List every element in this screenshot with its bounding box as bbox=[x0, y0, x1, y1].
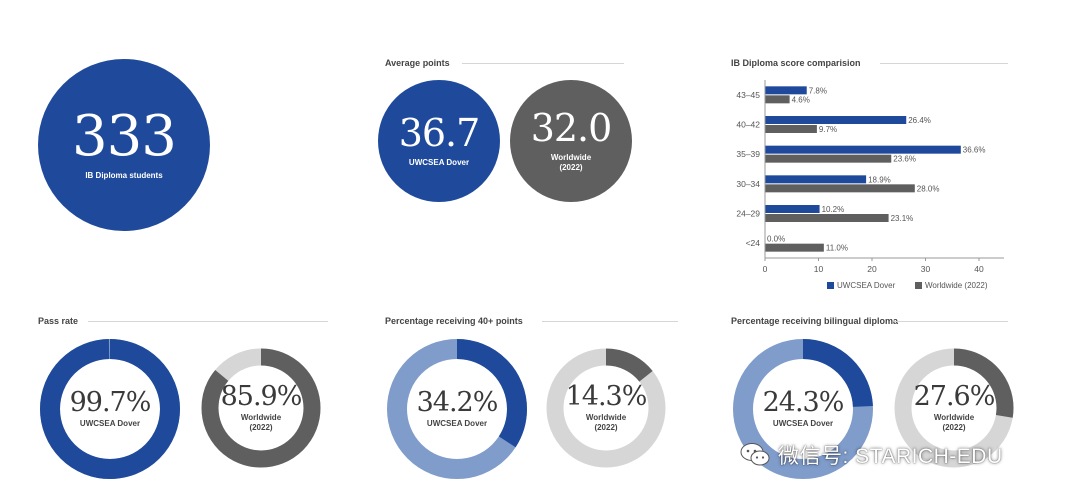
data-label: 23.6% bbox=[893, 155, 916, 164]
bilingual-world-label-1: Worldwide bbox=[933, 413, 975, 422]
bar-dover bbox=[765, 86, 807, 95]
average-world-label-2: (2022) bbox=[559, 163, 583, 172]
category-label: 30–34 bbox=[736, 179, 760, 189]
pass-world-label-2: (2022) bbox=[249, 423, 273, 432]
average-dover-circle: 36.7 UWCSEA Dover bbox=[378, 80, 500, 202]
legend-swatch-worldwide bbox=[915, 282, 922, 289]
data-label: 4.6% bbox=[792, 95, 810, 104]
wechat-logo-icon bbox=[740, 443, 770, 466]
x-tick-label: 10 bbox=[814, 264, 824, 274]
forty-plus-rule bbox=[542, 321, 678, 322]
legend-label: Worldwide (2022) bbox=[925, 281, 988, 290]
forty-world-ring-graphic bbox=[546, 348, 666, 468]
bilingual-title: Percentage receiving bilingual diploma bbox=[731, 316, 899, 326]
bilingual-world-value: 27.6% bbox=[913, 381, 996, 412]
forty-world-label-2: (2022) bbox=[594, 423, 618, 432]
average-points-rule bbox=[462, 63, 624, 64]
pass-dover-value: 99.7% bbox=[69, 387, 152, 418]
bar-dover bbox=[765, 116, 907, 124]
category-label: 43–45 bbox=[736, 90, 760, 100]
bar-worldwide bbox=[765, 214, 889, 222]
bilingual-dover-ring: 24.3% UWCSEA Dover bbox=[731, 337, 875, 481]
average-points-title: Average points bbox=[385, 58, 450, 68]
bar-dover bbox=[765, 175, 867, 184]
ring-arc bbox=[387, 339, 527, 479]
pass-world-value: 85.9% bbox=[220, 381, 303, 412]
forty-plus-title: Percentage receiving 40+ points bbox=[385, 316, 523, 326]
x-tick-label: 40 bbox=[974, 264, 984, 274]
ring-arc bbox=[546, 348, 666, 468]
forty-world-label-1: Worldwide bbox=[585, 413, 627, 422]
watermark-text: 微信号: STARICH-EDU bbox=[778, 445, 1003, 468]
forty-dover-ring-graphic bbox=[387, 339, 527, 479]
average-dover-label: UWCSEA Dover bbox=[408, 158, 470, 167]
students-circle: 333 IB Diploma students bbox=[38, 59, 210, 231]
legend-label: UWCSEA Dover bbox=[837, 281, 896, 290]
average-world-value: 32.0 bbox=[530, 106, 613, 150]
pass-world-label-1: Worldwide bbox=[240, 413, 282, 422]
x-tick-label: 0 bbox=[763, 264, 768, 274]
chart-title-rule bbox=[880, 63, 1008, 64]
bilingual-dover-label: UWCSEA Dover bbox=[772, 419, 834, 428]
legend-swatch-dover bbox=[827, 282, 834, 289]
chart-title: IB Diploma score comparision bbox=[731, 58, 861, 68]
pass-dover-label: UWCSEA Dover bbox=[79, 419, 141, 428]
bar-worldwide bbox=[765, 95, 790, 104]
category-label: 24–29 bbox=[736, 209, 760, 219]
bar-dover bbox=[765, 145, 961, 154]
pass-world-ring-graphic bbox=[201, 348, 321, 468]
category-label: 35–39 bbox=[736, 149, 760, 159]
score-comparison-chart: 43–45 7.8%4.6% 40–42 26.4% 9.7% 35–39 36.6% 23.… bbox=[736, 80, 1004, 290]
pass-world-ring: 85.9% Worldwide (2022) bbox=[200, 347, 322, 469]
bilingual-world-label-2: (2022) bbox=[942, 423, 966, 432]
bilingual-dover-value: 24.3% bbox=[762, 387, 845, 418]
data-label: 10.2% bbox=[822, 205, 845, 214]
data-label: 26.4% bbox=[908, 116, 931, 125]
average-dover-value: 36.7 bbox=[398, 111, 481, 155]
data-label: 7.8% bbox=[809, 86, 827, 95]
ring-arc bbox=[40, 339, 180, 479]
bilingual-dover-ring-graphic bbox=[733, 339, 873, 479]
bar-worldwide bbox=[765, 154, 892, 163]
category-label: <24 bbox=[746, 238, 761, 248]
pass-rate-rule bbox=[88, 321, 328, 322]
data-label: 0.0% bbox=[767, 235, 785, 244]
ring-arc bbox=[201, 348, 321, 468]
students-label: IB Diploma students bbox=[85, 171, 163, 180]
ring-arc bbox=[733, 339, 873, 479]
bar-worldwide bbox=[765, 243, 824, 252]
bar-worldwide bbox=[765, 184, 915, 193]
data-label: 11.0% bbox=[826, 244, 848, 253]
pass-rate-title: Pass rate bbox=[38, 316, 79, 326]
bilingual-world-ring: 27.6% Worldwide (2022) bbox=[893, 347, 1015, 469]
students-value: 333 bbox=[72, 104, 177, 169]
data-label: 36.6% bbox=[963, 146, 986, 155]
bilingual-world-ring-graphic bbox=[894, 348, 1014, 468]
forty-dover-ring: 34.2% UWCSEA Dover bbox=[385, 337, 529, 481]
pass-dover-ring-graphic bbox=[40, 339, 180, 479]
x-tick-label: 30 bbox=[921, 264, 931, 274]
pass-dover-ring: 99.7% UWCSEA Dover bbox=[38, 337, 182, 481]
data-label: 9.7% bbox=[819, 125, 837, 134]
bar-worldwide bbox=[765, 125, 817, 133]
bar-dover bbox=[765, 205, 820, 213]
forty-dover-label: UWCSEA Dover bbox=[426, 419, 488, 428]
average-world-circle: 32.0 Worldwide (2022) bbox=[510, 80, 632, 202]
forty-world-ring: 14.3% Worldwide (2022) bbox=[545, 347, 667, 469]
bilingual-rule bbox=[894, 321, 1008, 322]
average-world-label-1: Worldwide bbox=[550, 153, 592, 162]
ring-arc bbox=[894, 348, 1014, 468]
data-label: 23.1% bbox=[891, 214, 914, 223]
data-label: 18.9% bbox=[868, 175, 891, 184]
x-tick-label: 20 bbox=[867, 264, 877, 274]
forty-world-value: 14.3% bbox=[565, 381, 648, 412]
data-label: 28.0% bbox=[917, 184, 940, 193]
category-label: 40–42 bbox=[736, 120, 760, 130]
wechat-watermark: 微信号: STARICH-EDU bbox=[740, 440, 1003, 470]
forty-dover-value: 34.2% bbox=[416, 387, 499, 418]
